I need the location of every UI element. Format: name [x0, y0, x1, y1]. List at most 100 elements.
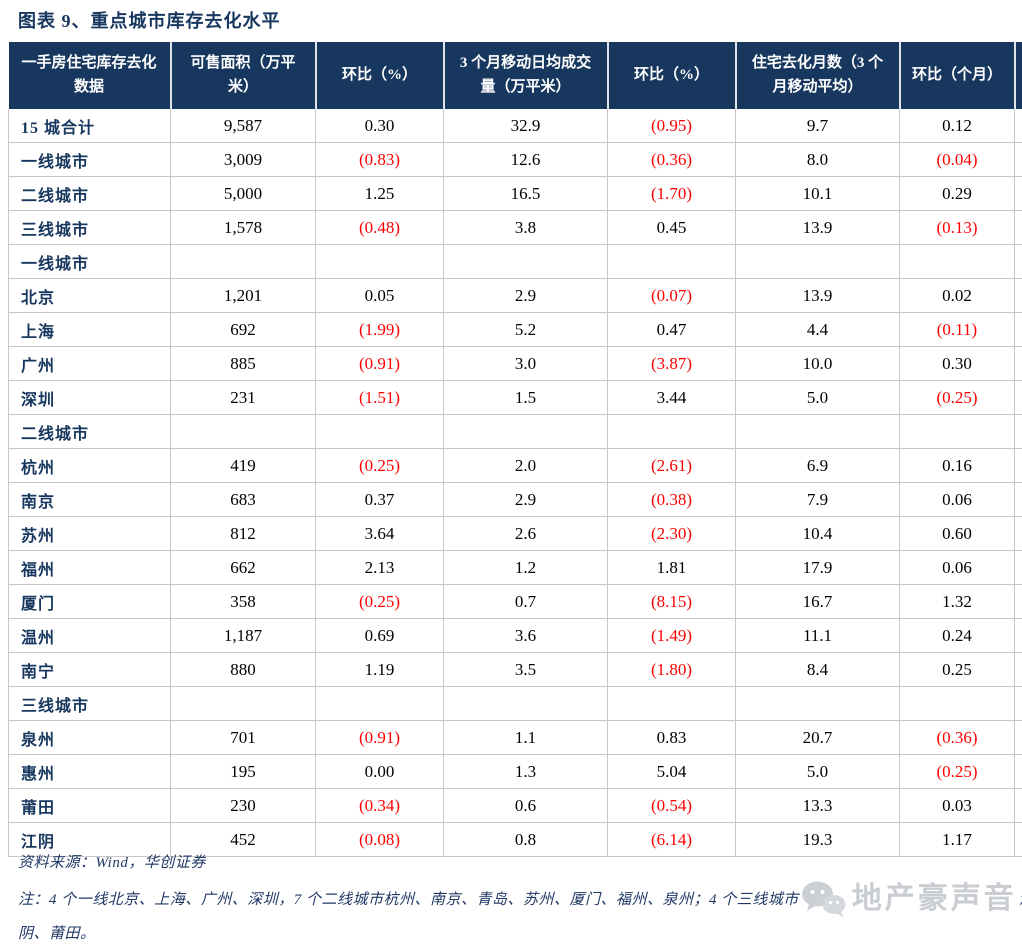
- value-cell: 358: [171, 585, 316, 619]
- value-cell: [900, 245, 1015, 279]
- value-cell: 701: [171, 721, 316, 755]
- clipped-cell: [1015, 415, 1022, 449]
- value-cell: [608, 687, 736, 721]
- value-cell: 3,009: [171, 143, 316, 177]
- value-cell: [171, 415, 316, 449]
- value-cell: 0.16: [900, 449, 1015, 483]
- value-cell: 5.04: [608, 755, 736, 789]
- value-cell: (2.61): [608, 449, 736, 483]
- row-label: 泉州: [9, 721, 171, 755]
- value-cell: 0.37: [316, 483, 444, 517]
- value-cell: 0.12: [900, 109, 1015, 143]
- value-cell: 8.4: [736, 653, 900, 687]
- value-cell: 12.6: [444, 143, 608, 177]
- value-cell: (1.49): [608, 619, 736, 653]
- value-cell: 13.3: [736, 789, 900, 823]
- row-label: 南宁: [9, 653, 171, 687]
- value-cell: (0.08): [316, 823, 444, 857]
- value-cell: 2.9: [444, 483, 608, 517]
- clipped-cell: [1015, 585, 1022, 619]
- row-label: 温州: [9, 619, 171, 653]
- value-cell: 230: [171, 789, 316, 823]
- row-label: 福州: [9, 551, 171, 585]
- clipped-cell: [1015, 483, 1022, 517]
- value-cell: 8.0: [736, 143, 900, 177]
- value-cell: 1.1: [444, 721, 608, 755]
- value-cell: (6.14): [608, 823, 736, 857]
- value-cell: 17.9: [736, 551, 900, 585]
- value-cell: (0.07): [608, 279, 736, 313]
- section-row: 二线城市: [9, 415, 1022, 449]
- value-cell: [316, 415, 444, 449]
- value-cell: (0.25): [900, 381, 1015, 415]
- value-cell: 9.7: [736, 109, 900, 143]
- value-cell: 5.0: [736, 755, 900, 789]
- value-cell: 7.9: [736, 483, 900, 517]
- data-source-line: 资料来源：Wind，华创证券: [18, 851, 206, 872]
- value-cell: 231: [171, 381, 316, 415]
- value-cell: 5.2: [444, 313, 608, 347]
- value-cell: 0.06: [900, 483, 1015, 517]
- value-cell: [171, 687, 316, 721]
- figure-title: 图表 9、重点城市库存去化水平: [18, 7, 281, 33]
- value-cell: 32.9: [444, 109, 608, 143]
- value-cell: (8.15): [608, 585, 736, 619]
- value-cell: 2.13: [316, 551, 444, 585]
- clipped-cell: [1015, 211, 1022, 245]
- value-cell: (0.25): [316, 449, 444, 483]
- value-cell: 1,187: [171, 619, 316, 653]
- value-cell: 3.44: [608, 381, 736, 415]
- value-cell: 2.6: [444, 517, 608, 551]
- value-cell: [316, 245, 444, 279]
- row-label: 南京: [9, 483, 171, 517]
- value-cell: 2.0: [444, 449, 608, 483]
- value-cell: (1.80): [608, 653, 736, 687]
- value-cell: 13.9: [736, 279, 900, 313]
- value-cell: (0.34): [316, 789, 444, 823]
- row-label: 莆田: [9, 789, 171, 823]
- footnote-text-before: 注：4 个一线北京、上海、广州、深圳，7 个二线城市杭州、南京、青岛、苏州、厦门…: [18, 892, 799, 908]
- clipped-cell: [1015, 381, 1022, 415]
- value-cell: (0.36): [608, 143, 736, 177]
- clipped-cell: [1015, 517, 1022, 551]
- value-cell: 0.83: [608, 721, 736, 755]
- value-cell: [900, 415, 1015, 449]
- column-header: 环比（个月）: [900, 42, 1015, 109]
- value-cell: 10.1: [736, 177, 900, 211]
- clipped-cell: [1015, 279, 1022, 313]
- row-label: 厦门: [9, 585, 171, 619]
- value-cell: 683: [171, 483, 316, 517]
- value-cell: (0.48): [316, 211, 444, 245]
- value-cell: (0.25): [316, 585, 444, 619]
- clipped-cell: [1015, 143, 1022, 177]
- row-label: 二线城市: [9, 415, 171, 449]
- row-label: 三线城市: [9, 211, 171, 245]
- value-cell: (0.04): [900, 143, 1015, 177]
- footnote-line-2: 阴、莆田。: [18, 917, 1018, 951]
- value-cell: 662: [171, 551, 316, 585]
- value-cell: [608, 245, 736, 279]
- table-header: 一手房住宅库存去化数据可售面积（万平米）环比（%）3 个月移动日均成交量（万平米…: [9, 42, 1022, 109]
- value-cell: 1,201: [171, 279, 316, 313]
- value-cell: 13.9: [736, 211, 900, 245]
- inventory-table: 一手房住宅库存去化数据可售面积（万平米）环比（%）3 个月移动日均成交量（万平米…: [8, 42, 1022, 857]
- value-cell: 812: [171, 517, 316, 551]
- value-cell: [736, 687, 900, 721]
- value-cell: 4.4: [736, 313, 900, 347]
- value-cell: 0.00: [316, 755, 444, 789]
- clipped-cell: [1015, 449, 1022, 483]
- value-cell: 3.64: [316, 517, 444, 551]
- value-cell: [444, 245, 608, 279]
- clipped-cell: [1015, 823, 1022, 857]
- clipped-cell: [1015, 245, 1022, 279]
- clipped-cell: [1015, 347, 1022, 381]
- value-cell: 0.69: [316, 619, 444, 653]
